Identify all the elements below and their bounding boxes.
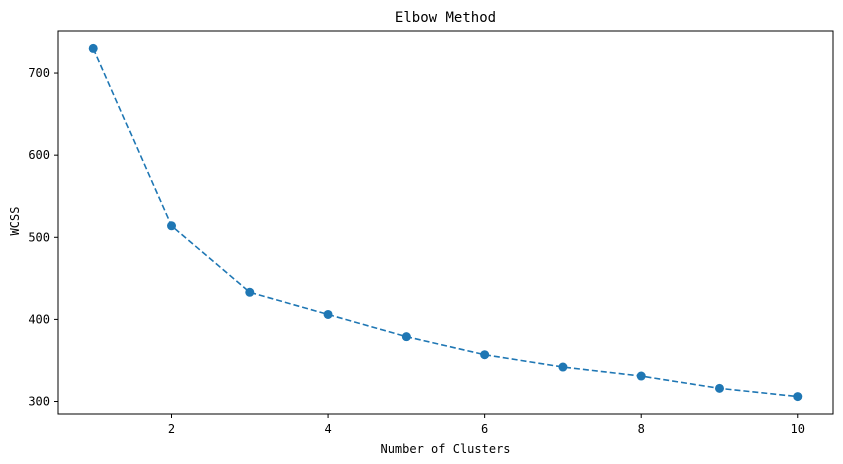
chart-title: Elbow Method <box>395 10 496 26</box>
x-tick-label: 6 <box>481 422 488 436</box>
series-layer <box>88 43 803 402</box>
y-tick-label: 700 <box>28 66 50 80</box>
y-axis-label: WCSS <box>8 207 22 236</box>
data-point <box>636 371 646 381</box>
y-tick-label: 300 <box>28 395 50 409</box>
x-axis-label: Number of Clusters <box>380 442 510 456</box>
data-point <box>88 43 98 53</box>
y-tick-label: 400 <box>28 312 50 326</box>
ticks-layer: 2 4 6 8 10 300 400 500 600 700 <box>28 66 805 436</box>
data-point <box>558 362 568 372</box>
series-line <box>92 48 798 398</box>
y-tick-label: 500 <box>28 230 50 244</box>
data-point <box>323 309 333 319</box>
x-tick-label: 8 <box>638 422 645 436</box>
data-point <box>793 392 803 402</box>
data-point <box>401 332 411 342</box>
plot-frame <box>57 30 834 415</box>
data-point <box>480 350 490 360</box>
x-tick-label: 4 <box>324 422 331 436</box>
y-tick-label: 600 <box>28 148 50 162</box>
data-point <box>167 221 177 231</box>
x-tick-label: 2 <box>168 422 175 436</box>
x-tick-label: 10 <box>791 422 805 436</box>
data-point <box>714 383 724 393</box>
data-point <box>245 287 255 297</box>
